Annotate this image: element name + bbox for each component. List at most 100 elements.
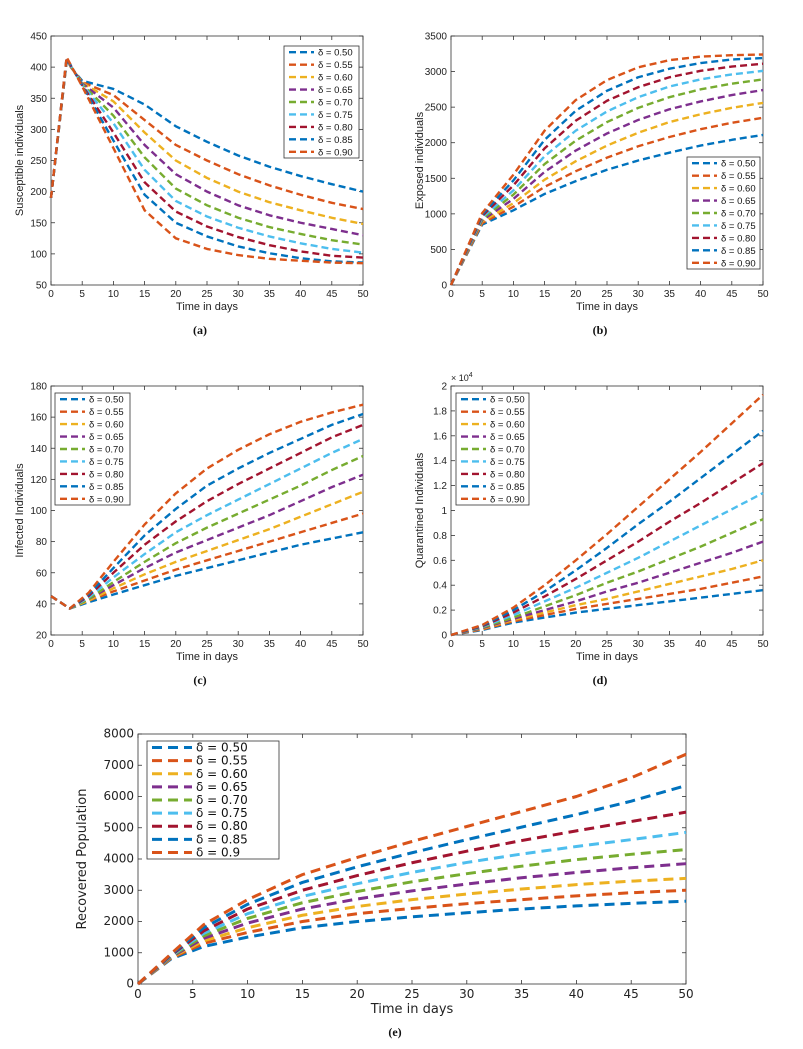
legend-entry: δ = 0.60: [490, 420, 525, 431]
series-line: [137, 784, 687, 986]
y-tick-label: 300: [30, 125, 47, 136]
legend-entry: δ = 0.75: [89, 457, 124, 468]
legend-entry: δ = 0.9: [196, 845, 240, 859]
panel-caption: (a): [193, 323, 207, 337]
y-axis-label: Susceptible individuals: [14, 104, 26, 216]
series-line: [449, 88, 764, 286]
y-tick-label: 8000: [103, 727, 134, 741]
x-tick-label: 50: [757, 289, 769, 300]
series-line: [49, 57, 364, 254]
x-tick-label: 45: [726, 639, 738, 650]
legend: δ = 0.50δ = 0.55 δ = 0.60δ = 0.65 δ = 0.70…: [283, 45, 360, 159]
legend-entry: δ = 0.60: [721, 184, 756, 195]
panel-caption: (d): [593, 673, 608, 687]
series-line: [450, 559, 764, 637]
y-tick-label: 3000: [425, 67, 448, 78]
y-tick-label: 1.4: [433, 456, 447, 467]
x-tick-label: 30: [233, 289, 245, 300]
legend-entry: δ = 0.80: [196, 819, 248, 833]
y-tick-label: 0: [441, 631, 447, 642]
x-axis-label: Time in days: [176, 301, 238, 313]
x-tick-label: 35: [664, 639, 676, 650]
legend: δ = 0.50δ = 0.55 δ = 0.60δ = 0.65 δ = 0.70…: [455, 392, 530, 506]
y-tick-label: 2000: [103, 914, 134, 928]
legend-entry: δ = 0.80: [89, 469, 124, 480]
series-line: [449, 116, 764, 286]
x-tick-label: 35: [664, 289, 676, 300]
series-line: [450, 429, 764, 637]
legend-entry: δ = 0.65: [721, 196, 756, 207]
y-tick-label: 0.4: [433, 581, 447, 592]
y-exponent-label: × 104: [451, 372, 473, 383]
series-line: [50, 423, 364, 610]
x-tick-label: 35: [264, 289, 276, 300]
x-tick-label: 25: [601, 289, 613, 300]
x-tick-label: 45: [326, 289, 338, 300]
series-line: [450, 393, 764, 637]
x-tick-label: 20: [570, 289, 582, 300]
series-line: [137, 876, 687, 986]
series-line: [450, 492, 764, 637]
y-tick-label: 1.6: [433, 431, 447, 442]
x-tick-label: 5: [79, 289, 85, 300]
x-tick-label: 20: [170, 639, 182, 650]
y-tick-label: 350: [30, 94, 47, 105]
x-tick-label: 10: [240, 987, 255, 1001]
y-axis-label: Infected Individuals: [14, 463, 26, 558]
series-line: [449, 101, 764, 286]
x-tick-label: 40: [695, 639, 707, 650]
x-axis-label: Time in days: [576, 651, 638, 663]
legend-entry: δ = 0.50: [721, 159, 756, 170]
y-tick-label: 140: [30, 444, 47, 455]
x-tick-label: 10: [108, 289, 120, 300]
x-tick-label: 15: [139, 639, 151, 650]
y-tick-label: 2: [441, 382, 447, 393]
series-line: [137, 848, 687, 986]
y-tick-label: 1: [441, 506, 447, 517]
x-tick-label: 50: [757, 639, 769, 650]
x-tick-label: 50: [678, 987, 693, 1001]
y-tick-label: 2500: [425, 103, 448, 114]
series-line: [137, 888, 687, 986]
legend-entry: δ = 0.65: [196, 780, 248, 794]
x-tick-label: 0: [48, 639, 54, 650]
x-axis-label: Time in days: [176, 651, 238, 663]
x-tick-label: 0: [48, 289, 54, 300]
x-tick-label: 5: [479, 639, 485, 650]
y-tick-label: 80: [36, 537, 48, 548]
legend-entry: δ = 0.60: [89, 420, 124, 431]
series-line: [50, 531, 364, 610]
legend-entry: δ = 0.80: [318, 122, 353, 133]
exponent-base: × 10: [451, 373, 469, 383]
y-tick-label: 0.6: [433, 556, 447, 567]
legend-entry: δ = 0.85: [721, 246, 756, 257]
series-line: [136, 752, 687, 986]
x-tick-label: 40: [295, 289, 307, 300]
legend-box: [686, 156, 761, 270]
series-line: [449, 53, 764, 286]
legend-entry: δ = 0.65: [318, 85, 353, 96]
series-line: [450, 575, 764, 637]
legend-box: [283, 45, 360, 159]
legend-entry: δ = 0.70: [89, 445, 124, 456]
legend-box: [455, 392, 530, 506]
y-tick-label: 450: [30, 32, 47, 43]
y-tick-label: 4000: [103, 852, 134, 866]
panel-caption: (c): [193, 673, 206, 687]
chart-b: 0 5 10 15 20 25 30 35 40 45 5005001000150020002500…: [414, 32, 769, 338]
panel-caption: (b): [593, 323, 608, 337]
legend-entry: δ = 0.75: [721, 221, 756, 232]
y-tick-label: 50: [36, 281, 48, 292]
x-tick-label: 25: [404, 987, 419, 1001]
x-tick-label: 15: [539, 639, 551, 650]
chart-e: 0 5 10 15 20 25 30 35 40 45 50 0 1000 2000 3000 4000 500…: [75, 727, 694, 1040]
y-tick-label: 0: [441, 281, 447, 292]
y-tick-label: 1000: [425, 209, 448, 220]
series-line: [450, 518, 764, 637]
series-line: [450, 540, 764, 637]
series-line: [137, 830, 687, 986]
legend-entry: δ = 0.85: [490, 482, 525, 493]
x-tick-label: 0: [448, 289, 454, 300]
x-tick-label: 15: [139, 289, 151, 300]
